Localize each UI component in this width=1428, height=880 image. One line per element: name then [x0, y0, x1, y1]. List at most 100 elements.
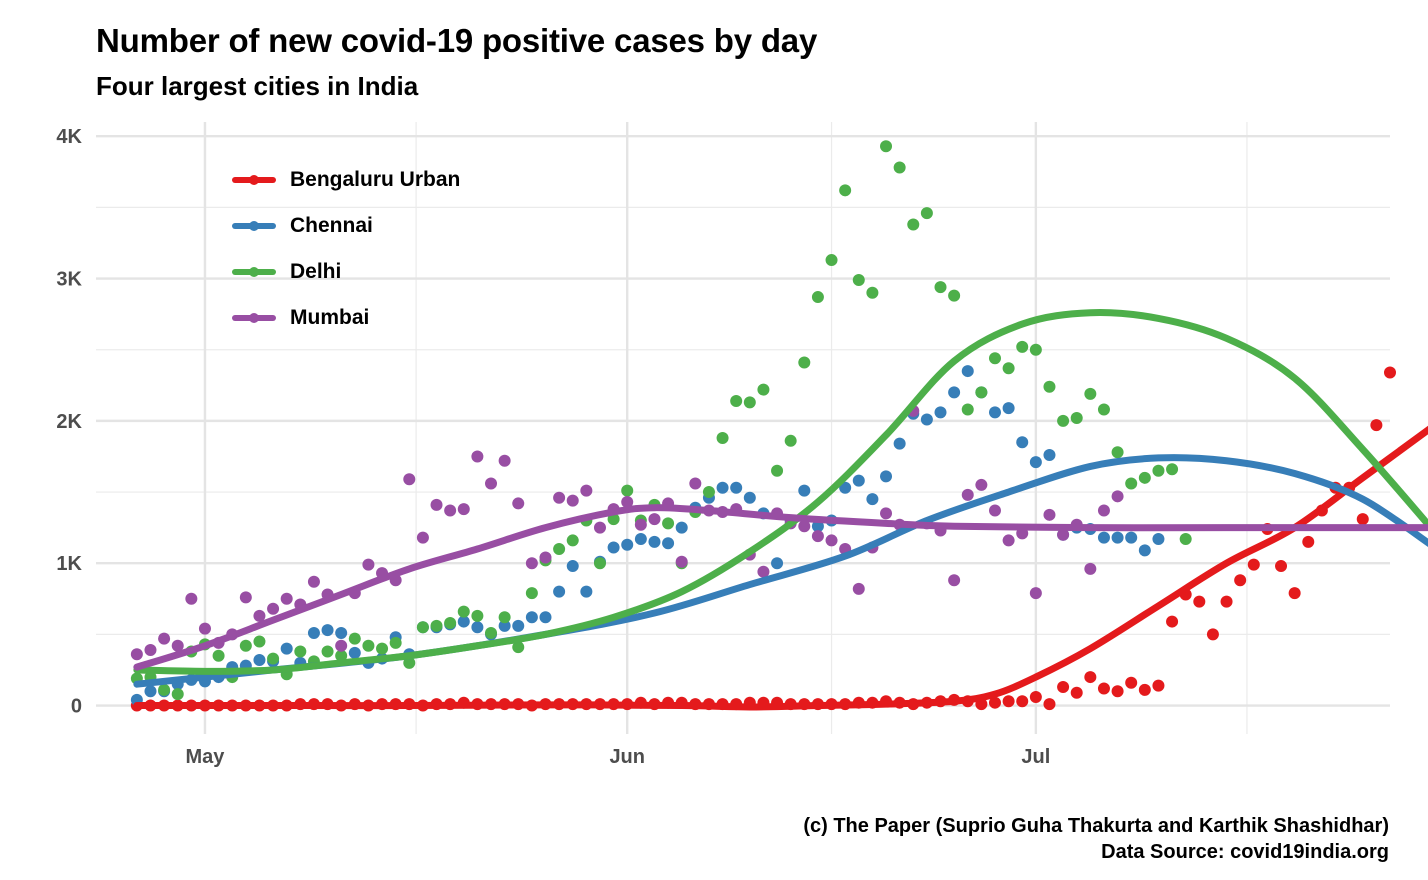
data-point-mumbai	[253, 609, 266, 622]
data-point-delhi	[702, 486, 715, 499]
data-point-delhi	[852, 273, 865, 286]
data-point-mumbai	[593, 521, 606, 534]
data-point-delhi	[1057, 414, 1070, 427]
data-point-mumbai	[457, 503, 470, 516]
data-point-mumbai	[144, 644, 157, 657]
data-point-delhi	[430, 619, 443, 632]
data-point-bengaluru-urban	[1275, 560, 1288, 573]
data-point-delhi	[784, 434, 797, 447]
data-point-delhi	[961, 403, 974, 416]
x-tick-label: May	[186, 746, 226, 768]
data-point-chennai	[1043, 449, 1056, 462]
data-point-chennai	[253, 653, 266, 666]
data-point-mumbai	[239, 591, 252, 604]
data-point-delhi	[716, 431, 729, 444]
chart-title: Number of new covid-19 positive cases by…	[96, 22, 818, 59]
data-point-delhi	[512, 641, 525, 654]
data-point-mumbai	[471, 450, 484, 463]
data-point-delhi	[662, 517, 675, 530]
legend-label: Bengaluru Urban	[290, 168, 461, 191]
data-point-delhi	[239, 639, 252, 652]
data-point-chennai	[1125, 531, 1138, 544]
data-point-mumbai	[198, 622, 211, 635]
y-tick-label: 3K	[56, 269, 82, 291]
data-point-chennai	[280, 642, 293, 655]
trend-line-mumbai	[133, 504, 1428, 671]
data-point-delhi	[948, 289, 961, 302]
data-point-chennai	[144, 685, 157, 698]
data-point-delhi	[934, 281, 947, 294]
data-point-mumbai	[1111, 490, 1124, 503]
data-point-delhi	[376, 642, 389, 655]
data-point-delhi	[498, 611, 511, 624]
data-point-delhi	[348, 632, 361, 645]
data-point-chennai	[498, 619, 511, 632]
axis-layer: 0 1K 2K 3K 4K May Jun Jul	[56, 126, 1050, 768]
data-point-bengaluru-urban	[1084, 671, 1097, 684]
data-point-mumbai	[267, 602, 280, 615]
data-point-delhi	[403, 656, 416, 669]
caption-credit: (c) The Paper (Suprio Guha Thakurta and …	[803, 815, 1389, 837]
data-point-delhi	[1097, 403, 1110, 416]
data-point-delhi	[907, 218, 920, 231]
data-point-delhi	[893, 161, 906, 174]
chart-subtitle: Four largest cities in India	[96, 71, 419, 101]
data-point-mumbai	[171, 639, 184, 652]
data-point-bengaluru-urban	[1138, 683, 1151, 696]
data-point-delhi	[212, 649, 225, 662]
data-point-chennai	[852, 474, 865, 487]
data-point-delhi	[444, 616, 457, 629]
data-point-bengaluru-urban	[1247, 558, 1260, 571]
data-point-delhi	[362, 639, 375, 652]
data-point-chennai	[798, 484, 811, 497]
data-point-bengaluru-urban	[1206, 628, 1219, 641]
data-point-delhi	[1043, 380, 1056, 393]
data-point-bengaluru-urban	[988, 696, 1001, 709]
data-point-mumbai	[621, 496, 634, 509]
data-point-mumbai	[1084, 562, 1097, 575]
data-point-chennai	[771, 557, 784, 570]
data-point-mumbai	[634, 518, 647, 531]
data-point-delhi	[158, 683, 171, 696]
data-point-mumbai	[811, 530, 824, 543]
data-point-mumbai	[185, 592, 198, 605]
data-point-delhi	[798, 356, 811, 369]
y-tick-label: 0	[71, 696, 82, 718]
y-tick-label: 4K	[56, 126, 82, 148]
data-point-chennai	[1111, 531, 1124, 544]
data-point-mumbai	[948, 574, 961, 587]
data-point-mumbai	[880, 507, 893, 520]
data-point-chennai	[743, 491, 756, 504]
data-point-mumbai	[335, 639, 348, 652]
data-point-chennai	[1029, 456, 1042, 469]
x-tick-label: Jun	[609, 746, 645, 768]
data-point-mumbai	[988, 504, 1001, 517]
data-point-chennai	[716, 481, 729, 494]
data-point-chennai	[607, 541, 620, 554]
legend-label: Chennai	[290, 214, 373, 237]
data-point-chennai	[1002, 402, 1015, 415]
trend-line-delhi	[133, 309, 1428, 675]
data-point-chennai	[839, 481, 852, 494]
legend-item-chennai: Chennai	[232, 212, 373, 240]
data-point-chennai	[675, 521, 688, 534]
data-point-mumbai	[553, 491, 566, 504]
data-point-delhi	[1070, 412, 1083, 425]
data-point-mumbai	[566, 494, 579, 507]
trend-line-bengaluru-urban	[133, 425, 1428, 711]
data-point-delhi	[839, 184, 852, 197]
data-point-chennai	[1138, 544, 1151, 557]
data-point-chennai	[307, 626, 320, 639]
data-point-chennai	[512, 619, 525, 632]
data-point-mumbai	[362, 558, 375, 571]
data-point-bengaluru-urban	[1097, 682, 1110, 695]
data-point-bengaluru-urban	[1016, 695, 1029, 708]
data-point-delhi	[743, 396, 756, 409]
data-point-chennai	[566, 560, 579, 573]
data-point-delhi	[553, 542, 566, 555]
data-point-bengaluru-urban	[1125, 676, 1138, 689]
data-point-bengaluru-urban	[1302, 535, 1315, 548]
data-point-chennai	[1152, 533, 1165, 546]
data-point-delhi	[771, 464, 784, 477]
data-point-chennai	[730, 481, 743, 494]
